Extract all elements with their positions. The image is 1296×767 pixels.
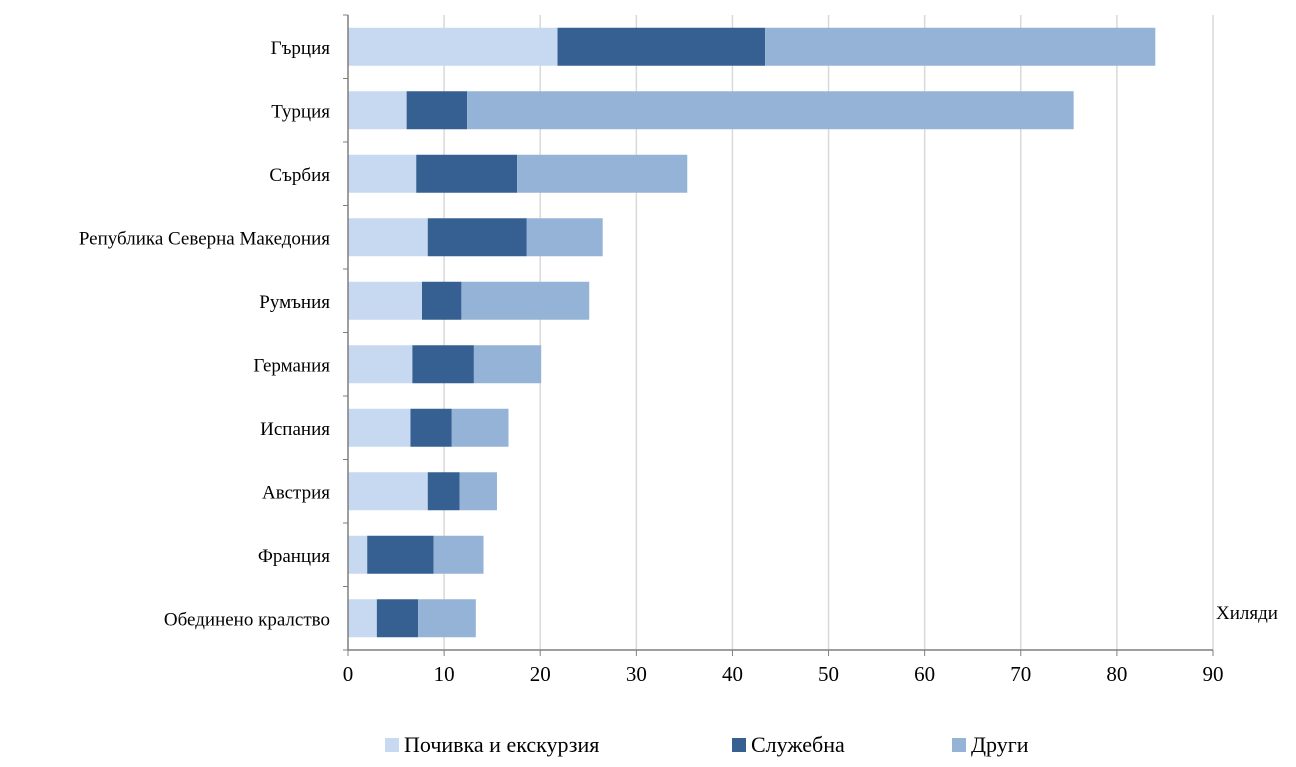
legend-swatch bbox=[385, 738, 399, 752]
bar-segment bbox=[459, 472, 497, 511]
bar-segment bbox=[348, 599, 377, 638]
bar-segment bbox=[376, 599, 419, 638]
bar-segment bbox=[412, 345, 474, 384]
bar-segment bbox=[422, 281, 462, 320]
bar-segment bbox=[461, 281, 590, 320]
legend-label: Служебна bbox=[751, 732, 845, 757]
bar-segment bbox=[517, 154, 688, 193]
bar-segment bbox=[348, 91, 407, 130]
bar-segment bbox=[451, 408, 509, 447]
bar-segment bbox=[418, 599, 476, 638]
category-label: Сърбия bbox=[269, 165, 330, 186]
category-label: Република Северна Македония bbox=[79, 228, 330, 249]
bar-segment bbox=[348, 345, 413, 384]
bar-segment bbox=[557, 27, 766, 66]
bar-segment bbox=[348, 27, 558, 66]
bar-segment bbox=[473, 345, 542, 384]
legend: Почивка и екскурзия Служебна Други bbox=[0, 732, 1296, 764]
axes bbox=[343, 14, 1214, 656]
category-label: Германия bbox=[253, 355, 330, 376]
x-tick-labels: 0 10 20 30 40 50 60 70 80 90 bbox=[343, 662, 1224, 686]
legend-swatch bbox=[952, 738, 966, 752]
bar-segment bbox=[348, 154, 417, 193]
category-label: Турция bbox=[271, 101, 330, 122]
legend-label: Почивка и екскурзия bbox=[404, 732, 600, 757]
bar-segment bbox=[416, 154, 518, 193]
legend-item-series-3: Други bbox=[952, 732, 1029, 758]
x-tick-label: 0 bbox=[343, 662, 354, 686]
x-tick-label: 80 bbox=[1106, 662, 1127, 686]
bar-segment bbox=[348, 472, 428, 511]
category-labels: Гърция Турция Сърбия Република Северна Маке… bbox=[79, 38, 330, 631]
x-tick-label: 40 bbox=[722, 662, 743, 686]
bar-segment bbox=[765, 27, 1156, 66]
bar-segment bbox=[526, 218, 603, 257]
x-tick-label: 70 bbox=[1010, 662, 1031, 686]
category-label: Испания bbox=[260, 419, 330, 440]
bars bbox=[348, 27, 1156, 638]
x-tick-label: 10 bbox=[434, 662, 455, 686]
category-label: Обединено кралство bbox=[164, 609, 330, 630]
category-label: Австрия bbox=[262, 482, 330, 503]
x-unit-label: Хиляди bbox=[1216, 603, 1278, 624]
x-tick-label: 20 bbox=[530, 662, 551, 686]
x-tick-label: 50 bbox=[818, 662, 839, 686]
bar-segment bbox=[348, 218, 428, 257]
bar-segment bbox=[367, 535, 434, 574]
category-label: Гърция bbox=[271, 38, 331, 59]
legend-label: Други bbox=[971, 732, 1029, 757]
bar-segment bbox=[427, 218, 527, 257]
bar-segment bbox=[410, 408, 452, 447]
bar-segment bbox=[406, 91, 468, 130]
x-tick-label: 90 bbox=[1203, 662, 1224, 686]
legend-item-series-1: Почивка и екскурзия bbox=[385, 732, 599, 758]
bar-segment bbox=[348, 281, 423, 320]
bar-segment bbox=[433, 535, 484, 574]
category-label: Франция bbox=[258, 546, 330, 567]
bar-segment bbox=[348, 535, 368, 574]
x-tick-label: 30 bbox=[626, 662, 647, 686]
bar-segment bbox=[427, 472, 460, 511]
bar-segment bbox=[348, 408, 411, 447]
legend-item-series-2: Служебна bbox=[732, 732, 845, 758]
category-label: Румъния bbox=[259, 292, 330, 313]
x-tick-label: 60 bbox=[914, 662, 935, 686]
legend-swatch bbox=[732, 738, 746, 752]
bar-chart: Гърция Турция Сърбия Република Северна Маке… bbox=[79, 14, 1278, 686]
bar-segment bbox=[467, 91, 1074, 130]
